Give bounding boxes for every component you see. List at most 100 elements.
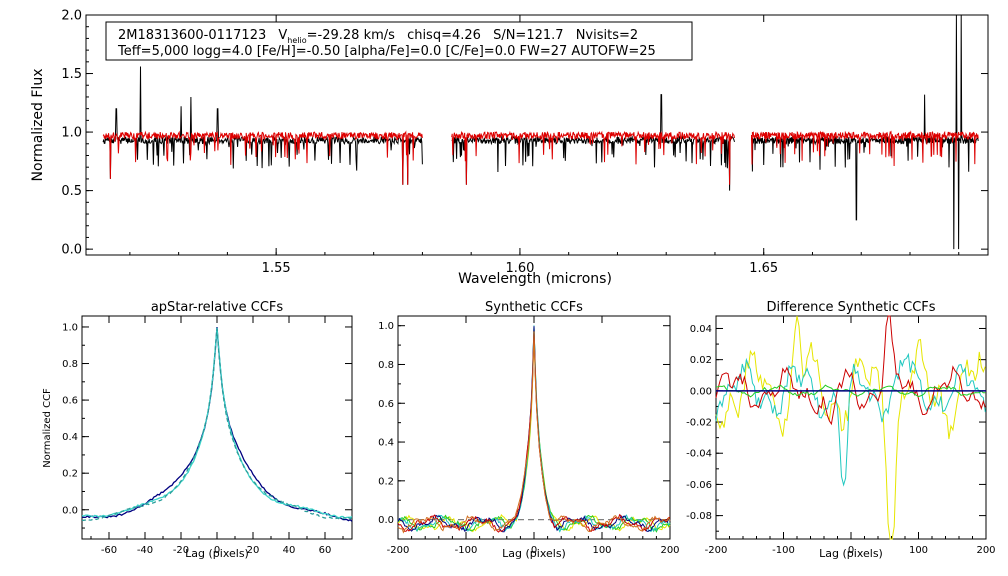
x-tick-label: -40 [137, 545, 153, 556]
y-tick-label: 0.4 [378, 438, 394, 449]
x-tick-label: 60 [319, 545, 332, 556]
legend-v-label: V [278, 28, 287, 43]
x-tick-label: -200 [705, 545, 728, 556]
apstar-ccf-line-ccf-1 [81, 326, 353, 522]
synthetic-ccf-lines [397, 325, 671, 534]
spectrum-line-model [102, 130, 423, 185]
synthetic-ccf-y-ticks: 0.0 0.2 0.4 0.6 0.8 1.0 [378, 321, 670, 540]
synthetic-ccf-line-ccf-orange [397, 331, 671, 534]
apstar-ccf-frame [81, 315, 353, 540]
y-tick-label: -0.08 [686, 511, 712, 522]
difference-ccf-y-ticks: 0.04 0.02 0.00 -0.02 -0.04 -0.06 -0.08 [686, 324, 986, 532]
difference-ccf-x-ticks: -200 -100 0 100 200 [705, 316, 996, 556]
difference-ccf-panel: Difference Synthetic CCFs -200 -100 0 100 20… [686, 300, 995, 560]
synthetic-ccf-panel: Synthetic CCFs -200 -100 0 100 200 0.0 0.2 0.4… [378, 300, 679, 560]
y-tick-label: 0.2 [62, 469, 78, 480]
y-tick-label: -0.04 [686, 449, 712, 460]
spectrum-line-observed [102, 66, 423, 185]
y-tick-label: 0.02 [690, 355, 712, 366]
x-tick-label: -100 [455, 545, 478, 556]
difference-ccf-line-diff-red [715, 315, 986, 426]
apstar-ccf-title: apStar-relative CCFs [151, 300, 284, 315]
legend-line-2: Teff=5,000 logg=4.0 [Fe/H]=-0.50 [alpha/… [117, 44, 656, 59]
y-tick-label: 0.8 [62, 359, 78, 370]
x-tick-label: 1.60 [505, 261, 534, 276]
x-tick-label: 200 [660, 545, 679, 556]
x-tick-label: 0 [531, 545, 537, 556]
synthetic-ccf-line-ccf-navy [397, 326, 671, 533]
difference-ccf-line-diff-cyan [715, 352, 986, 487]
spectrum-y-label: Normalized Flux [30, 69, 46, 182]
x-tick-label: 100 [592, 545, 611, 556]
y-tick-label: 2.0 [61, 9, 82, 24]
spectrum-x-ticks: 1.55 1.60 1.65 [129, 15, 960, 276]
y-tick-label: 0.5 [61, 184, 82, 199]
spectrum-line-model [751, 130, 979, 167]
synthetic-ccf-line-ccf-green [397, 326, 671, 533]
synthetic-ccf-line-ccf-yellow [397, 333, 671, 533]
y-tick-label: 0.0 [378, 515, 394, 526]
synthetic-ccf-title: Synthetic CCFs [485, 300, 583, 315]
synthetic-ccf-line-ccf-red [397, 331, 671, 533]
apstar-ccf-y-label: Normalized CCF [42, 388, 53, 468]
y-tick-label: -0.02 [686, 418, 712, 429]
x-tick-label: -200 [387, 545, 410, 556]
x-tick-label: 0 [848, 545, 854, 556]
synthetic-ccf-x-label: Lag (pixels) [502, 547, 566, 560]
y-tick-label: 0.00 [690, 386, 712, 397]
difference-ccf-title: Difference Synthetic CCFs [766, 300, 935, 315]
legend-nvisits: Nvisits=2 [576, 28, 638, 43]
legend-star-id: 2M18313600-0117123 [118, 28, 266, 43]
y-tick-label: 0.8 [378, 360, 394, 371]
synthetic-ccf-x-ticks: -200 -100 0 100 200 [387, 316, 680, 556]
spectrum-line-model [451, 130, 735, 185]
y-tick-label: -0.06 [686, 480, 712, 491]
y-tick-label: 0.04 [690, 324, 712, 335]
difference-ccf-x-label: Lag (pixels) [819, 547, 883, 560]
legend-line-1: 2M18313600-0117123 Vhelio=-29.28 km/s ch… [118, 28, 638, 45]
apstar-ccf-line-ccf-2 [81, 327, 353, 519]
x-tick-label: 40 [283, 545, 296, 556]
spectrum-y-ticks: 0.0 0.5 1.0 1.5 2.0 [61, 9, 988, 258]
legend-v-sub: helio [287, 36, 306, 45]
apstar-ccf-panel: apStar-relative CCFs -60 -40 -20 0 20 40 60 0.… [42, 300, 353, 560]
x-tick-label: 20 [247, 545, 260, 556]
difference-ccf-line-diff-yellow [715, 315, 986, 540]
y-tick-label: 1.0 [378, 321, 394, 332]
difference-ccf-lines [715, 315, 986, 540]
y-tick-label: 0.0 [61, 243, 82, 258]
difference-ccf-frame [715, 315, 987, 540]
apstar-ccf-line-ccf-3 [82, 328, 353, 521]
legend-chisq: chisq=4.26 [407, 28, 481, 43]
spectrum-legend-box: 2M18313600-0117123 Vhelio=-29.28 km/s ch… [105, 21, 693, 61]
x-tick-label: 1.55 [262, 261, 291, 276]
synthetic-ccf-line-ccf-cyan [397, 325, 671, 533]
y-tick-label: 0.6 [62, 396, 78, 407]
spectrum-panel: 1.55 1.60 1.65 0.0 0.5 1.0 1.5 2.0 Wavelength … [30, 9, 989, 287]
apstar-ccf-x-ticks: -60 -40 -20 0 20 40 60 [90, 316, 344, 556]
apstar-ccf-y-ticks: 0.0 0.2 0.4 0.6 0.8 1.0 [62, 322, 352, 529]
apstar-ccf-x-label: Lag (pixels) [185, 547, 249, 560]
x-tick-label: 200 [976, 545, 995, 556]
y-tick-label: 1.0 [61, 126, 82, 141]
y-tick-label: 0.0 [62, 505, 78, 516]
y-tick-label: 1.5 [61, 67, 82, 82]
x-tick-label: 0 [214, 545, 220, 556]
legend-frame [105, 21, 693, 61]
x-tick-label: -100 [772, 545, 795, 556]
y-tick-label: 0.2 [378, 476, 394, 487]
x-tick-label: -60 [101, 545, 117, 556]
y-tick-label: 0.6 [378, 399, 394, 410]
spectrum-x-label: Wavelength (microns) [458, 271, 612, 287]
y-tick-label: 0.4 [62, 432, 78, 443]
apstar-ccf-lines [81, 326, 353, 522]
x-tick-label: 1.65 [749, 261, 778, 276]
legend-v-value: =-29.28 km/s [307, 28, 396, 43]
x-tick-label: 100 [909, 545, 928, 556]
spectrum-lines [102, 14, 979, 250]
y-tick-label: 1.0 [62, 322, 78, 333]
legend-snr: S/N=121.7 [493, 28, 563, 43]
spectrum-axes-frame [85, 14, 989, 256]
x-tick-label: -20 [173, 545, 189, 556]
